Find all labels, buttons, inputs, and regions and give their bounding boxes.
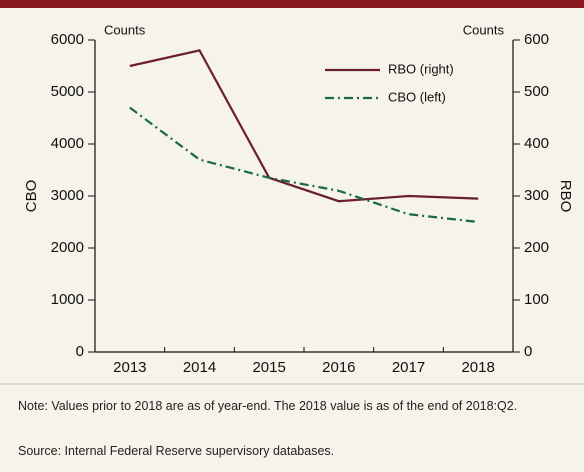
y2-tick-label: 300 [524,187,549,204]
legend-label: RBO (right) [388,61,454,76]
y-tick-label: 0 [76,343,84,360]
y-tick-label: 5000 [51,83,84,100]
y-unit: Counts [104,22,146,37]
top-bar [0,0,584,8]
source: Source: Internal Federal Reserve supervi… [18,444,335,458]
legend-label: CBO (left) [388,89,446,104]
x-tick-label: 2016 [322,359,355,376]
y2-tick-label: 600 [524,31,549,48]
x-tick-label: 2017 [392,359,425,376]
y-tick-label: 6000 [51,31,84,48]
x-tick-label: 2013 [113,359,146,376]
y2-axis-label: RBO [557,180,574,213]
y2-tick-label: 100 [524,291,549,308]
note: Note: Values prior to 2018 are as of yea… [18,399,518,413]
y-tick-label: 1000 [51,291,84,308]
y2-unit: Counts [463,22,505,37]
series-line [129,106,479,224]
y-tick-label: 4000 [51,135,84,152]
series-line [129,49,479,203]
x-tick-label: 2015 [252,359,285,376]
y-axis-label: CBO [23,180,40,213]
y-tick-label: 3000 [51,187,84,204]
y2-tick-label: 0 [524,343,532,360]
y2-tick-label: 200 [524,239,549,256]
y2-tick-label: 500 [524,83,549,100]
x-tick-label: 2018 [461,359,494,376]
y2-tick-label: 400 [524,135,549,152]
x-tick-label: 2014 [183,359,216,376]
y-tick-label: 2000 [51,239,84,256]
